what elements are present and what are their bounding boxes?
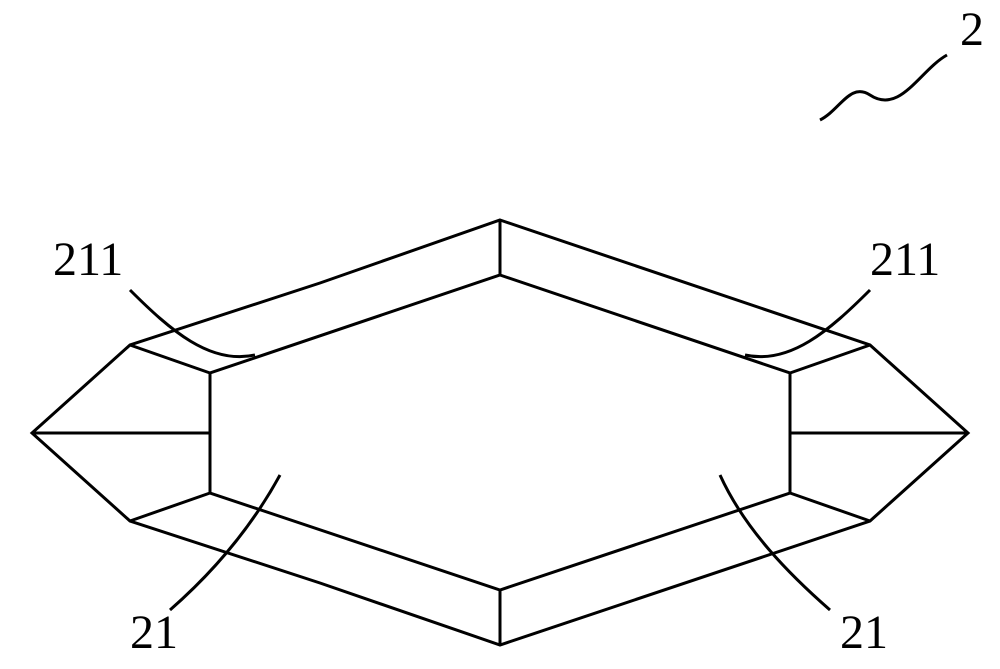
shape-group [32, 220, 968, 645]
label-main: 2 [960, 3, 984, 56]
leader-bottom-left [170, 475, 280, 610]
fold-lines [32, 220, 968, 645]
label-bottom-left: 21 [130, 606, 178, 659]
label-top-left: 211 [53, 233, 123, 286]
fold-line [130, 493, 210, 521]
label-top-right: 211 [870, 233, 940, 286]
leader-lines [130, 55, 947, 610]
label-bottom-right: 21 [840, 606, 888, 659]
inner-hexagon [210, 275, 790, 590]
leader-bottom-right [720, 475, 830, 610]
fold-line [130, 345, 210, 373]
leader-main [820, 55, 947, 120]
fold-line [790, 345, 870, 373]
diagram-svg: 2 211 211 21 21 [0, 0, 1000, 669]
fold-line [790, 493, 870, 521]
